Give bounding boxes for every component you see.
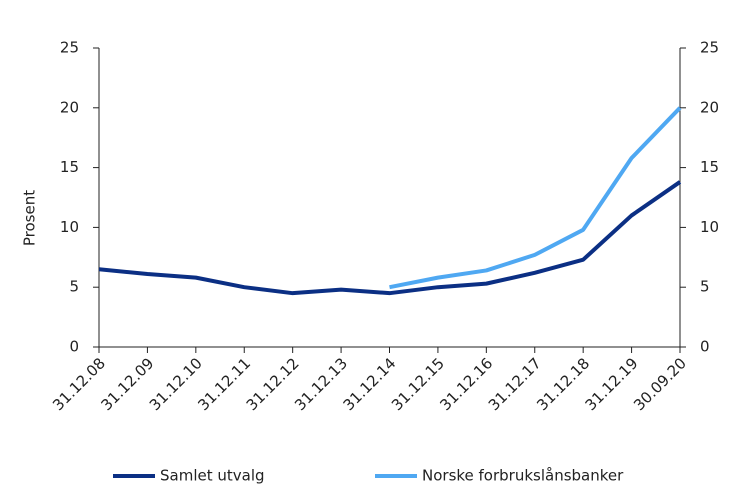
legend-label: Norske forbrukslånsbanker [422,467,624,485]
y-tick-label: 5 [69,278,79,296]
x-tick-label: 30.09.20 [630,354,690,414]
y2-tick-label: 5 [700,278,710,296]
y2-tick-label: 20 [700,98,719,116]
y-tick-label: 0 [69,338,79,356]
y2-tick-label: 10 [700,218,719,236]
y-tick-label: 20 [60,98,79,116]
y-tick-label: 15 [60,158,79,176]
y2-tick-label: 25 [700,39,719,57]
legend-label: Samlet utvalg [160,467,265,485]
y-axis-label: Prosent [21,190,39,246]
series-line [98,180,682,296]
y2-tick-label: 0 [700,338,710,356]
y-tick-label: 25 [60,39,79,57]
y2-tick-label: 15 [700,158,719,176]
series-line [389,106,682,290]
y-tick-label: 10 [60,218,79,236]
